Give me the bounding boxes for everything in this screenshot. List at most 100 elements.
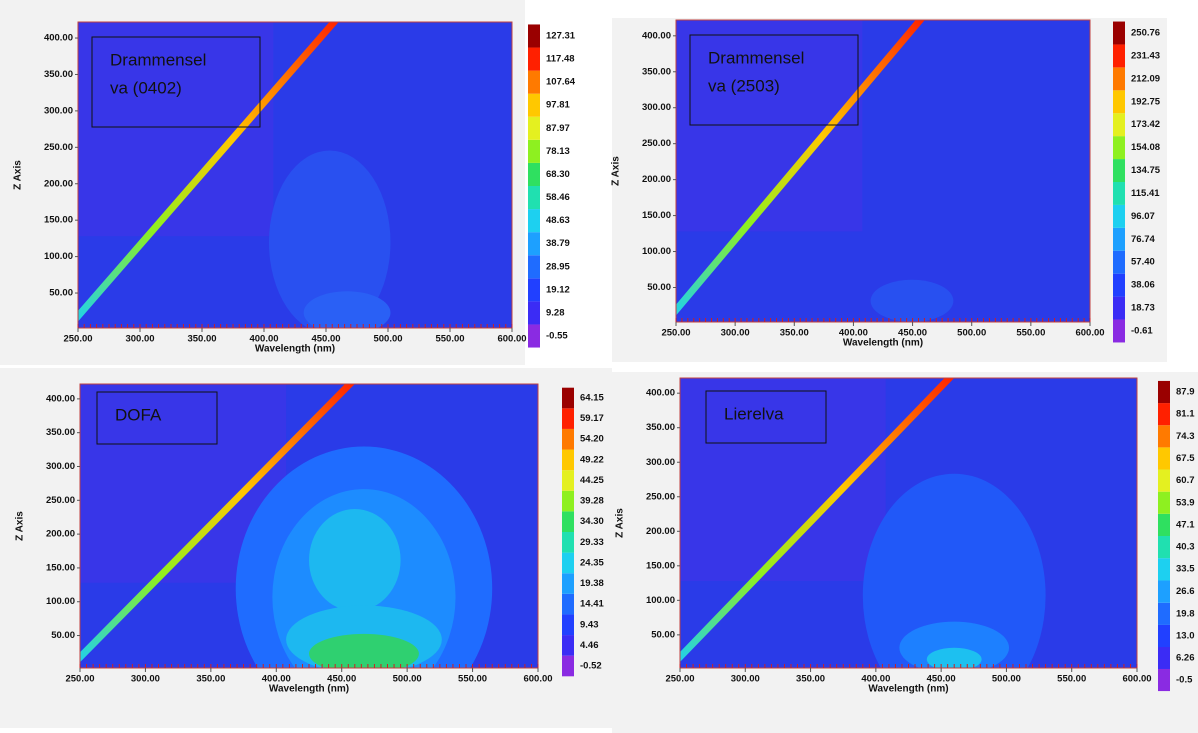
annotation-box bbox=[96, 391, 218, 445]
contour-region bbox=[926, 647, 982, 668]
colorbar-label: 67.5 bbox=[1176, 453, 1195, 464]
x-tick-label: 300.00 bbox=[721, 328, 750, 339]
colorbar-band bbox=[1113, 296, 1125, 320]
colorbar-band bbox=[1158, 469, 1170, 492]
colorbar-label: 59.17 bbox=[580, 413, 604, 424]
colorbar-band bbox=[1113, 204, 1125, 228]
colorbar-label: 53.9 bbox=[1176, 497, 1195, 508]
colorbar-label: 212.09 bbox=[1131, 73, 1160, 84]
colorbar-label: 38.06 bbox=[1131, 280, 1155, 291]
colorbar-band bbox=[528, 116, 540, 140]
x-tick-label: 500.00 bbox=[957, 328, 986, 339]
colorbar-band bbox=[528, 47, 540, 71]
colorbar-band bbox=[1158, 491, 1170, 514]
colorbar-band bbox=[528, 139, 540, 163]
panel: 250.00 300.00 350.00 400.00 450.00 500.00 550.… bbox=[612, 372, 1198, 733]
y-tick-label: 100.00 bbox=[642, 246, 671, 257]
colorbar-band bbox=[528, 301, 540, 325]
colorbar-band bbox=[528, 162, 540, 186]
colorbar-band bbox=[1158, 513, 1170, 536]
colorbar-band bbox=[1113, 273, 1125, 297]
y-tick-label: 50.00 bbox=[51, 630, 75, 641]
colorbar-band bbox=[1113, 136, 1125, 160]
contour-region bbox=[309, 508, 401, 612]
contour-field bbox=[78, 22, 391, 328]
colorbar-band bbox=[1158, 624, 1170, 647]
colorbar-label: 4.46 bbox=[580, 640, 599, 651]
colorbar-label: 19.12 bbox=[546, 284, 570, 295]
colorbar-band bbox=[562, 655, 574, 677]
colorbar-band bbox=[528, 278, 540, 302]
x-tick-label: 600.00 bbox=[523, 674, 552, 685]
y-tick-label: 100.00 bbox=[46, 596, 75, 607]
colorbar-band bbox=[1158, 602, 1170, 625]
colorbar-band bbox=[528, 93, 540, 117]
y-tick-label: 300.00 bbox=[646, 457, 675, 468]
colorbar-band bbox=[562, 387, 574, 409]
y-axis-label: Z Axis bbox=[13, 160, 24, 190]
colorbar-label: -0.55 bbox=[546, 331, 568, 342]
colorbar-label: 127.31 bbox=[546, 31, 576, 42]
contour-field bbox=[80, 384, 493, 668]
y-tick-label: 150.00 bbox=[646, 560, 675, 571]
colorbar-label: 117.48 bbox=[546, 54, 575, 65]
colorbar-label: 40.3 bbox=[1176, 542, 1195, 553]
colorbar-label: 173.42 bbox=[1131, 119, 1160, 130]
y-tick-label: 300.00 bbox=[46, 461, 75, 472]
annotation: va (0402) bbox=[110, 78, 182, 97]
x-tick-label: 350.00 bbox=[196, 674, 225, 685]
colorbar-band bbox=[528, 232, 540, 256]
x-tick-label: 350.00 bbox=[780, 328, 809, 339]
x-tick-label: 250.00 bbox=[65, 674, 94, 685]
x-tick-label: 300.00 bbox=[731, 674, 760, 685]
y-tick-label: 400.00 bbox=[46, 393, 75, 404]
colorbar-band bbox=[1113, 319, 1125, 343]
y-tick-label: 250.00 bbox=[44, 142, 73, 153]
contour-region bbox=[309, 633, 419, 668]
colorbar-label: -0.61 bbox=[1131, 326, 1153, 337]
annotation: Lierelva bbox=[724, 404, 784, 423]
y-tick-label: 350.00 bbox=[46, 427, 75, 438]
scatter-band bbox=[676, 20, 925, 316]
contour-region bbox=[268, 150, 391, 328]
colorbar-band bbox=[1158, 558, 1170, 581]
x-tick-label: 400.00 bbox=[839, 328, 868, 339]
x-tick-label: 350.00 bbox=[796, 674, 825, 685]
colorbar-band bbox=[528, 255, 540, 279]
x-tick-label: 450.00 bbox=[898, 328, 927, 339]
colorbar-label: 76.74 bbox=[1131, 234, 1155, 245]
y-tick-label: 250.00 bbox=[642, 138, 671, 149]
colorbar-band bbox=[1158, 536, 1170, 559]
x-tick-label: 450.00 bbox=[311, 334, 340, 345]
y-tick-label: 50.00 bbox=[49, 288, 73, 299]
y-tick-label: 200.00 bbox=[646, 526, 675, 537]
colorbar-label: 19.8 bbox=[1176, 608, 1195, 619]
colorbar-label: -0.5 bbox=[1176, 675, 1193, 686]
colorbar-band bbox=[1113, 113, 1125, 137]
colorbar-label: 33.5 bbox=[1176, 564, 1195, 575]
contour-region bbox=[870, 279, 954, 322]
contour-region bbox=[303, 291, 391, 328]
colorbar-band bbox=[528, 70, 540, 94]
colorbar-band bbox=[1113, 227, 1125, 251]
colorbar-label: 81.1 bbox=[1176, 409, 1195, 420]
x-tick-label: 300.00 bbox=[125, 334, 154, 345]
colorbar-label: 58.46 bbox=[546, 192, 570, 203]
x-tick-label: 600.00 bbox=[497, 334, 526, 345]
y-axis-label: Z Axis bbox=[611, 156, 622, 186]
plot-area bbox=[676, 20, 1090, 322]
colorbar-label: 64.15 bbox=[580, 393, 604, 404]
y-tick-label: 150.00 bbox=[44, 215, 73, 226]
colorbar-band bbox=[1158, 580, 1170, 603]
colorbar-label: 28.95 bbox=[546, 261, 570, 272]
colorbar-band bbox=[1158, 403, 1170, 426]
colorbar-band bbox=[562, 449, 574, 471]
x-tick-label: 500.00 bbox=[393, 674, 422, 685]
x-tick-label: 500.00 bbox=[992, 674, 1021, 685]
colorbar-band bbox=[528, 186, 540, 210]
colorbar-label: 6.26 bbox=[1176, 652, 1195, 663]
y-tick-label: 350.00 bbox=[646, 422, 675, 433]
x-tick-label: 250.00 bbox=[665, 674, 694, 685]
colorbar-band bbox=[1158, 425, 1170, 448]
colorbar-band bbox=[1158, 380, 1170, 404]
